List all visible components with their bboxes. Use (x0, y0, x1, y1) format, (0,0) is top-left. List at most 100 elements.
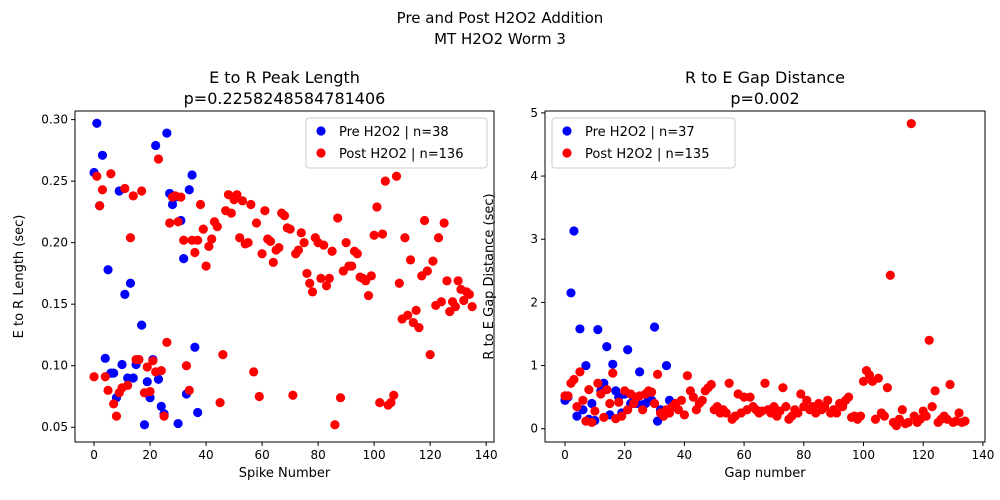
data-point (120, 183, 130, 194)
data-point (623, 405, 633, 415)
y-tick-label: 2 (530, 295, 538, 309)
data-point (111, 411, 122, 421)
data-point (288, 390, 298, 400)
data-point (843, 392, 854, 402)
data-point (293, 245, 304, 255)
data-point (411, 305, 421, 315)
plot-frame (544, 110, 986, 443)
data-point (251, 218, 262, 228)
data-point (137, 320, 147, 330)
legend-frame (305, 117, 488, 169)
data-point (265, 236, 276, 247)
data-point (195, 199, 206, 210)
data-point (638, 405, 648, 415)
data-point (330, 420, 340, 430)
data-point (92, 118, 102, 128)
data-point (760, 378, 770, 388)
data-point (608, 368, 618, 378)
data-point (153, 374, 164, 384)
data-point (187, 170, 197, 180)
data-point (302, 268, 312, 279)
data-point (279, 210, 290, 221)
data-point (623, 345, 633, 355)
data-point (593, 324, 603, 335)
data-point (414, 322, 424, 333)
data-point (879, 411, 890, 421)
data-point (649, 322, 660, 332)
data-point (366, 271, 376, 281)
data-point (590, 406, 600, 416)
x-tick-label: 20 (617, 448, 632, 462)
data-point (268, 257, 278, 267)
legend-marker (316, 148, 326, 158)
data-point (745, 392, 755, 402)
data-point (97, 150, 108, 160)
data-point (97, 185, 108, 195)
data-point (162, 128, 172, 138)
data-point (450, 302, 460, 312)
data-point (321, 281, 332, 291)
data-point (903, 417, 913, 428)
data-point (569, 226, 579, 236)
data-point (109, 399, 119, 409)
data-point (316, 273, 326, 283)
data-point (324, 273, 334, 283)
data-point (778, 383, 788, 393)
data-point (796, 389, 806, 399)
y-tick-label: 0.20 (41, 236, 68, 250)
data-point (201, 261, 211, 271)
data-point (781, 402, 791, 412)
legend-marker (562, 148, 572, 158)
data-point (179, 235, 189, 245)
chart-title: R to E Gap Distance (685, 68, 845, 87)
data-point (945, 379, 955, 390)
data-point (906, 119, 916, 129)
data-point (249, 367, 259, 377)
data-point (724, 378, 734, 388)
data-point (167, 199, 178, 210)
data-point (156, 366, 166, 376)
x-tick-label: 80 (796, 448, 811, 462)
data-point (453, 276, 463, 286)
x-tick-label: 0 (561, 448, 569, 462)
data-point (921, 411, 931, 421)
data-point (602, 342, 612, 352)
y-tick-label: 5 (530, 106, 538, 120)
data-point (467, 302, 477, 312)
data-point (697, 395, 707, 405)
data-point (855, 411, 866, 421)
data-point (212, 222, 222, 232)
data-point (930, 386, 940, 396)
data-point (858, 376, 869, 386)
data-point (646, 387, 657, 397)
data-point (92, 171, 102, 181)
data-point (100, 372, 110, 382)
data-point (608, 359, 618, 369)
data-point (153, 154, 164, 164)
data-point (305, 278, 315, 288)
data-point (614, 397, 624, 407)
series-pre (89, 118, 203, 430)
legend: Pre H2O2 | n=37 Post H2O2 | n=135 (551, 117, 736, 169)
chart-title: E to R Peak Length (209, 68, 360, 87)
x-tick-label: 40 (198, 448, 213, 462)
data-point (125, 233, 136, 243)
y-axis-label: E to R Length (sec) (12, 215, 27, 339)
data-point (204, 241, 214, 251)
data-point (193, 235, 203, 245)
data-point (363, 290, 374, 301)
data-point (117, 359, 127, 370)
data-point (173, 217, 183, 227)
data-point (442, 276, 452, 286)
data-point (319, 240, 329, 250)
y-tick-label: 0.30 (41, 113, 68, 127)
data-point (572, 411, 582, 421)
data-point (433, 233, 444, 243)
data-point (181, 361, 192, 371)
data-point (235, 233, 245, 243)
data-point (184, 185, 194, 195)
data-point (682, 371, 692, 381)
data-point (184, 385, 194, 395)
data-point (464, 289, 474, 299)
